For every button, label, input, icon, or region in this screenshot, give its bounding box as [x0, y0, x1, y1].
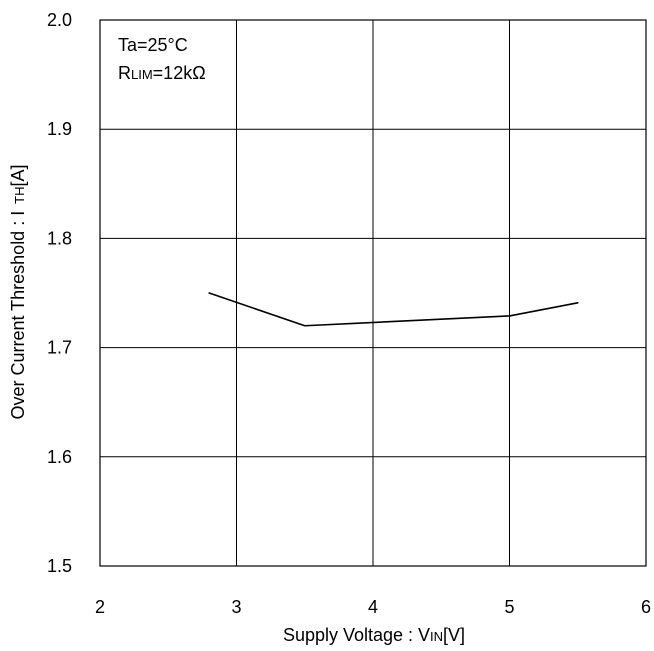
x-tick-label: 5 [504, 597, 514, 617]
x-tick-labels: 2 3 4 5 6 [95, 597, 651, 617]
x-tick-label: 4 [368, 597, 378, 617]
y-axis-label: Over Current Threshold : I TH[A] [8, 164, 28, 419]
grid-lines [100, 20, 646, 566]
series-layer [209, 293, 578, 326]
annotation-rlim: RLIM=12kΩ [118, 63, 206, 83]
x-tick-label: 3 [231, 597, 241, 617]
x-axis-label: Supply Voltage : VIN[V] [283, 625, 465, 645]
x-axis-label-subscript: IN [430, 629, 443, 644]
x-tick-label: 6 [641, 597, 651, 617]
annotation-rlim-suffix: =12kΩ [153, 63, 206, 83]
annotation-rlim-prefix: R [118, 63, 131, 83]
y-axis-label-main: Over Current Threshold : I [8, 211, 28, 420]
y-tick-label: 1.5 [47, 556, 72, 576]
x-axis-label-unit: [V] [443, 625, 465, 645]
y-tick-labels: 1.5 1.6 1.7 1.8 1.9 2.0 [47, 10, 72, 576]
annotation-ta: Ta=25°C [118, 35, 188, 55]
y-tick-label: 1.7 [47, 338, 72, 358]
y-tick-label: 2.0 [47, 10, 72, 30]
annotation-rlim-subscript: LIM [131, 67, 153, 82]
y-tick-label: 1.8 [47, 228, 72, 248]
x-tick-label: 2 [95, 597, 105, 617]
y-axis-label-subscript: TH [12, 186, 27, 203]
y-tick-label: 1.6 [47, 447, 72, 467]
series-line-0 [209, 293, 578, 326]
y-axis-label-unit: [A] [8, 164, 28, 186]
y-tick-label: 1.9 [47, 119, 72, 139]
x-axis-label-main: Supply Voltage : V [283, 625, 430, 645]
